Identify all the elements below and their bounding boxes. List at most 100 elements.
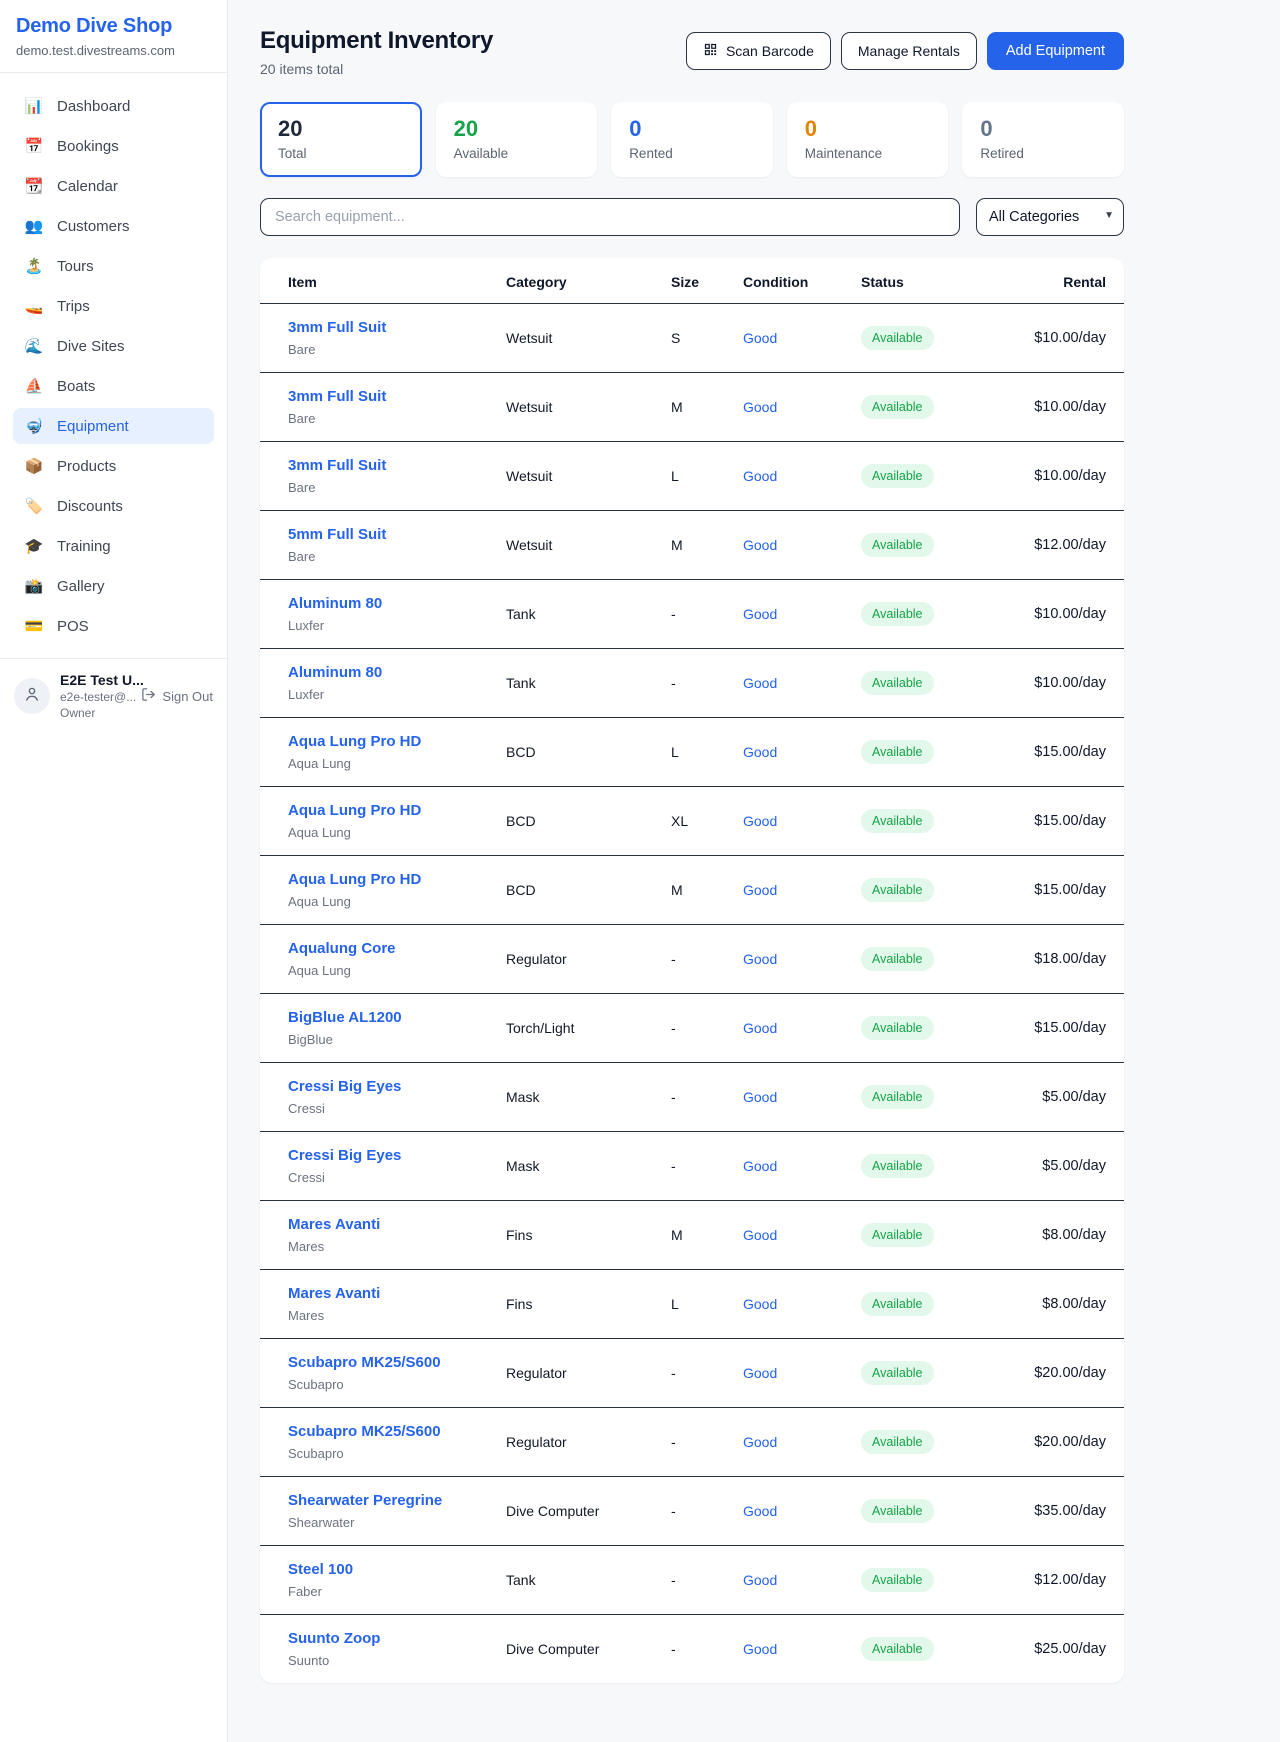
sidebar-item-products[interactable]: 📦 Products: [13, 448, 214, 484]
sidebar-item-discounts[interactable]: 🏷️ Discounts: [13, 488, 214, 524]
page-title: Equipment Inventory: [260, 27, 493, 54]
item-condition-link[interactable]: Good: [743, 1296, 778, 1312]
table-row: Aluminum 80 Luxfer Tank - Good Available…: [260, 579, 1124, 649]
item-category: BCD: [498, 717, 663, 787]
item-name-link[interactable]: Mares Avanti: [288, 1216, 381, 1233]
item-condition-link[interactable]: Good: [743, 399, 778, 415]
item-condition-link[interactable]: Good: [743, 1503, 778, 1519]
item-condition-link[interactable]: Good: [743, 1227, 778, 1243]
item-condition-link[interactable]: Good: [743, 813, 778, 829]
item-brand: Bare: [288, 411, 316, 426]
item-name-link[interactable]: 3mm Full Suit: [288, 457, 387, 474]
item-name-link[interactable]: Shearwater Peregrine: [288, 1492, 443, 1509]
sidebar-nav: 📊 Dashboard 📅 Bookings 📆 Calendar 👥 Cust…: [0, 72, 227, 654]
status-badge: Available: [861, 947, 934, 971]
item-condition-link[interactable]: Good: [743, 1089, 778, 1105]
category-select[interactable]: All Categories: [976, 198, 1124, 236]
item-size: M: [663, 855, 735, 925]
page-header: Equipment Inventory 20 items total Scan …: [260, 27, 1124, 77]
manage-rentals-button[interactable]: Manage Rentals: [840, 32, 977, 70]
stat-card-total[interactable]: 20 Total: [260, 102, 422, 177]
sidebar-item-label: Discounts: [57, 497, 123, 515]
sidebar-item-dive-sites[interactable]: 🌊 Dive Sites: [13, 328, 214, 364]
stat-value: 0: [980, 116, 993, 141]
item-condition-link[interactable]: Good: [743, 1572, 778, 1588]
status-badge: Available: [861, 533, 934, 557]
table-row: 3mm Full Suit Bare Wetsuit M Good Availa…: [260, 372, 1124, 442]
sidebar-item-dashboard[interactable]: 📊 Dashboard: [13, 88, 214, 124]
item-size: -: [663, 924, 735, 994]
shop-domain: demo.test.divestreams.com: [16, 43, 175, 58]
item-name-link[interactable]: Aluminum 80: [288, 595, 383, 612]
item-name-link[interactable]: Cressi Big Eyes: [288, 1147, 402, 1164]
scan-barcode-button[interactable]: Scan Barcode: [685, 32, 831, 70]
sign-out-button[interactable]: Sign Out: [141, 687, 213, 705]
item-name-link[interactable]: Scubapro MK25/S600: [288, 1354, 441, 1371]
brand-block: Demo Dive Shop demo.test.divestreams.com: [0, 0, 227, 72]
sidebar-item-training[interactable]: 🎓 Training: [13, 528, 214, 564]
item-condition-link[interactable]: Good: [743, 330, 778, 346]
item-condition-link[interactable]: Good: [743, 744, 778, 760]
item-name-link[interactable]: Cressi Big Eyes: [288, 1078, 402, 1095]
item-condition-link[interactable]: Good: [743, 1020, 778, 1036]
item-condition-link[interactable]: Good: [743, 606, 778, 622]
stat-card-rented[interactable]: 0 Rented: [611, 102, 773, 177]
sidebar-item-label: Tours: [57, 257, 94, 275]
item-condition-link[interactable]: Good: [743, 1641, 778, 1657]
sidebar-item-label: Trips: [57, 297, 90, 315]
sidebar-item-customers[interactable]: 👥 Customers: [13, 208, 214, 244]
stat-card-available[interactable]: 20 Available: [435, 102, 598, 177]
item-name-link[interactable]: Mares Avanti: [288, 1285, 381, 1302]
item-name-link[interactable]: BigBlue AL1200: [288, 1009, 402, 1026]
sidebar-item-equipment[interactable]: 🤿 Equipment: [13, 408, 214, 444]
item-condition-link[interactable]: Good: [743, 468, 778, 484]
person-icon: [23, 685, 41, 708]
stats-row: 20 Total 20 Available 0 Rented 0 Mainten…: [260, 102, 1124, 177]
status-badge: Available: [861, 740, 934, 764]
item-name-link[interactable]: 3mm Full Suit: [288, 319, 387, 336]
sidebar-item-label: Dashboard: [57, 97, 131, 115]
sidebar-item-pos[interactable]: 💳 POS: [13, 608, 214, 644]
credit-card-icon: 💳: [24, 618, 44, 635]
item-category: Wetsuit: [506, 330, 553, 346]
item-name-link[interactable]: 3mm Full Suit: [288, 388, 387, 405]
sidebar-item-gallery[interactable]: 📸 Gallery: [13, 568, 214, 604]
sidebar-item-calendar[interactable]: 📆 Calendar: [13, 168, 214, 204]
item-rental: $15.00/day: [1003, 717, 1124, 787]
item-condition-link[interactable]: Good: [743, 882, 778, 898]
item-condition-link[interactable]: Good: [743, 675, 778, 691]
item-condition-link[interactable]: Good: [743, 1158, 778, 1174]
stat-card-retired[interactable]: 0 Retired: [962, 102, 1124, 177]
item-brand: Bare: [288, 549, 316, 564]
item-name-link[interactable]: Scubapro MK25/S600: [288, 1423, 441, 1440]
sidebar-item-tours[interactable]: 🏝️ Tours: [13, 248, 214, 284]
item-name-link[interactable]: Aqua Lung Pro HD: [288, 871, 422, 888]
item-name-link[interactable]: Aqualung Core: [288, 940, 396, 957]
item-name-link[interactable]: 5mm Full Suit: [288, 526, 387, 543]
item-condition-link[interactable]: Good: [743, 537, 778, 553]
item-name-link[interactable]: Aqua Lung Pro HD: [288, 802, 422, 819]
sidebar-item-trips[interactable]: 🚤 Trips: [13, 288, 214, 324]
item-name-link[interactable]: Steel 100: [288, 1561, 354, 1578]
item-rental: $5.00/day: [1003, 1062, 1124, 1132]
item-name-link[interactable]: Suunto Zoop: [288, 1630, 381, 1647]
item-condition-link[interactable]: Good: [743, 1365, 778, 1381]
status-badge: Available: [861, 395, 934, 419]
item-condition-link[interactable]: Good: [743, 1434, 778, 1450]
item-size: L: [663, 441, 735, 511]
stat-card-maintenance[interactable]: 0 Maintenance: [786, 102, 949, 177]
item-name-link[interactable]: Aqua Lung Pro HD: [288, 733, 422, 750]
item-name-link[interactable]: Aluminum 80: [288, 664, 383, 681]
table-row: Aqua Lung Pro HD Aqua Lung BCD L Good Av…: [260, 717, 1124, 787]
item-category: Wetsuit: [498, 441, 663, 511]
item-condition-link[interactable]: Good: [743, 951, 778, 967]
add-equipment-button[interactable]: Add Equipment: [986, 32, 1124, 70]
page-header-text: Equipment Inventory 20 items total: [260, 27, 493, 77]
calendar-icon: 📅: [24, 138, 44, 155]
sidebar-item-boats[interactable]: ⛵ Boats: [13, 368, 214, 404]
search-input[interactable]: [260, 198, 960, 236]
item-size: -: [663, 1545, 735, 1615]
user-role: Owner: [60, 706, 96, 720]
item-rental: $15.00/day: [1003, 786, 1124, 856]
sidebar-item-bookings[interactable]: 📅 Bookings: [13, 128, 214, 164]
